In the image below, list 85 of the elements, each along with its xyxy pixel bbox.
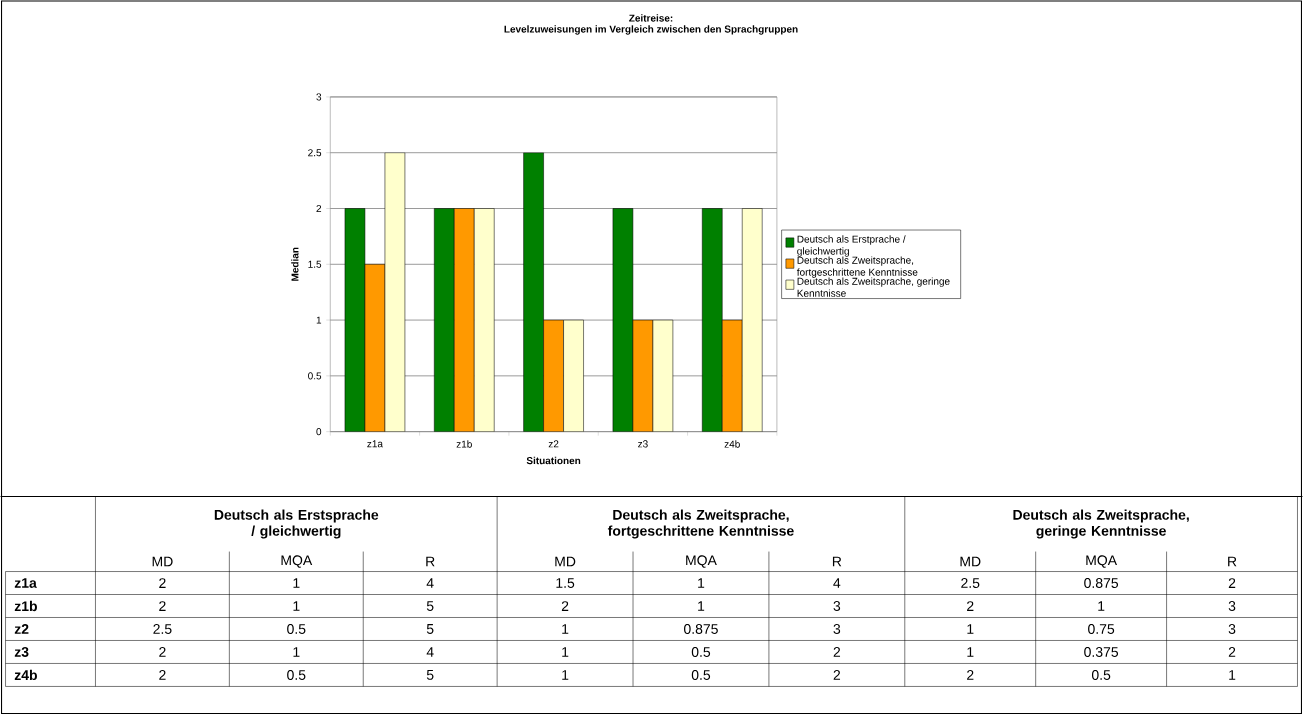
text: 2 xyxy=(833,669,841,680)
text: 3 xyxy=(1228,600,1236,611)
x-tick-label: z1b xyxy=(456,440,472,448)
text: 3 xyxy=(833,600,841,611)
legend-label: Deutsch als Erstprache / gleichwertig xyxy=(797,235,906,257)
text: 4 xyxy=(426,578,434,588)
text: 3 xyxy=(833,623,841,634)
chart-subtitle: Levelzuweisungen im Vergleich zwischen den Sprachgruppen xyxy=(504,25,798,35)
text: 1.5 xyxy=(556,577,575,588)
text: 0.875 xyxy=(1084,577,1119,588)
y-tick-label: 2.5 xyxy=(308,148,322,157)
text: 1 xyxy=(698,601,705,611)
text: MQA xyxy=(1086,555,1118,568)
bar xyxy=(563,319,584,432)
text: R xyxy=(832,556,842,567)
text: MD xyxy=(555,556,576,567)
y-tick-label: 3 xyxy=(316,93,322,101)
x-axis-title: Situationen xyxy=(526,456,581,464)
text: 1 xyxy=(967,646,974,657)
text: 2 xyxy=(159,600,166,611)
text: 0.5 xyxy=(287,623,306,634)
text: 0.375 xyxy=(1084,646,1119,657)
text: z2 xyxy=(14,623,29,634)
bar xyxy=(741,208,763,432)
text: MQA xyxy=(281,555,313,568)
x-tick-label: z2 xyxy=(548,440,559,448)
text: 2 xyxy=(833,646,841,657)
text: 2 xyxy=(159,646,166,657)
text: 2 xyxy=(967,600,974,611)
text: 2.5 xyxy=(153,623,172,634)
y-tick-label: 0 xyxy=(316,427,322,435)
text: 2.5 xyxy=(961,577,980,588)
y-tick-label: 2 xyxy=(316,204,322,212)
text: 5 xyxy=(426,600,434,611)
text: 2 xyxy=(159,577,166,588)
text: Deutsch als Zweitsprache, fortgeschrittene Kenntnisse xyxy=(607,509,794,539)
text: 2 xyxy=(561,600,569,611)
text: 1 xyxy=(967,623,974,634)
text: R xyxy=(426,556,435,567)
text: 2 xyxy=(1228,577,1236,588)
text: 0.875 xyxy=(684,623,718,634)
text: 0.75 xyxy=(1088,623,1115,634)
x-tick-label: z1a xyxy=(367,440,383,448)
text: 1 xyxy=(293,646,300,657)
text: 3 xyxy=(1228,623,1236,634)
text: 5 xyxy=(426,623,434,634)
bar xyxy=(473,208,495,432)
text: 1 xyxy=(562,646,569,657)
y-tick-label: 0.5 xyxy=(308,372,322,380)
text: 1 xyxy=(562,669,569,680)
chart-title: Zeitreise: xyxy=(629,14,673,22)
text: 2 xyxy=(967,669,974,680)
y-tick-label: 1.5 xyxy=(308,260,322,268)
x-tick-label: z3 xyxy=(638,440,648,448)
bar xyxy=(384,152,406,432)
text: z3 xyxy=(14,646,29,657)
y-tick-label: 1 xyxy=(316,316,322,324)
text: 5 xyxy=(426,669,434,680)
text: 0.5 xyxy=(691,669,711,680)
text: z1a xyxy=(14,577,37,588)
text: 0.5 xyxy=(691,646,711,657)
legend-label: Deutsch als Zweitsprache, geringe Kenntnisse xyxy=(797,277,950,297)
x-tick-label: z4b xyxy=(724,440,740,448)
text: 1 xyxy=(1229,669,1236,680)
legend-label: Deutsch als Zweitsprache, fortgeschrittene Kenntnisse xyxy=(796,256,918,278)
text: 0.5 xyxy=(287,669,306,680)
text: 4 xyxy=(426,646,434,657)
text: z1b xyxy=(14,600,37,611)
text: 1 xyxy=(562,623,569,634)
text: 2 xyxy=(159,669,166,680)
text: 0.5 xyxy=(1091,669,1111,680)
text: R xyxy=(1228,556,1237,567)
text: z4b xyxy=(14,669,37,680)
text: Deutsch als Erstsprache / gleichwertig xyxy=(214,509,379,539)
text: 1 xyxy=(1098,601,1105,611)
text: MQA xyxy=(686,555,717,568)
text: 1 xyxy=(698,578,705,588)
y-axis-title: Median xyxy=(291,247,299,281)
text: 1 xyxy=(293,578,300,588)
text: 4 xyxy=(833,578,841,588)
text: MD xyxy=(152,556,173,567)
text: Deutsch als Zweitsprache, geringe Kenntnisse xyxy=(1013,509,1189,539)
text: 1 xyxy=(293,601,300,611)
text: MD xyxy=(960,556,981,567)
text: 2 xyxy=(1228,646,1236,657)
